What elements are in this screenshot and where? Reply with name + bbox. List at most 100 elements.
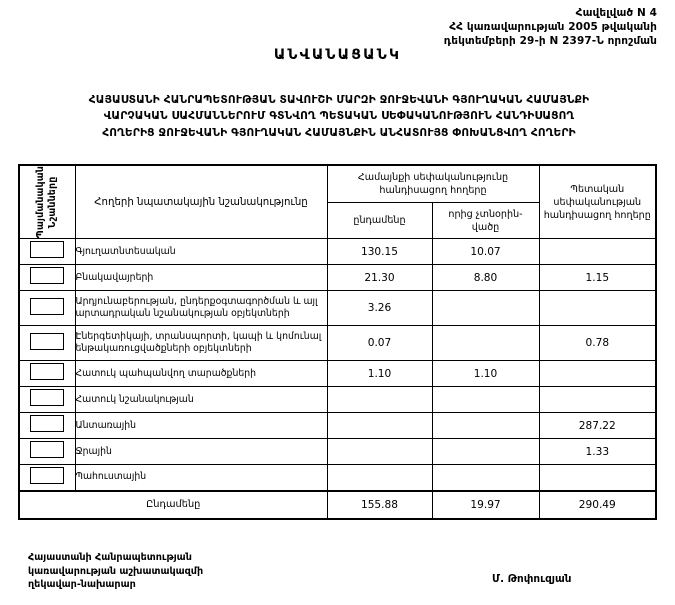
land-allocation-table-wrap: Պայմանական Նշանները Հողերի նպատակային նշ… (18, 163, 658, 520)
row-legend-cell (18, 386, 76, 414)
table-row: Էներգետիկայի, տրանսպորտի, կապի և կոմունա… (18, 325, 658, 362)
table-header-row-1: Պայմանական Նշանները Հողերի նպատակային նշ… (18, 163, 658, 240)
column-header-community-total: ընդամենը (326, 201, 433, 240)
row-community-unassigned (431, 464, 540, 492)
row-land-purpose: Էներգետիկայի, տրանսպորտի, կապի և կոմունա… (74, 325, 328, 362)
page-title: ԱՆՎԱՆԱՑԱՆԿ (273, 47, 402, 63)
row-community-total (326, 464, 433, 492)
row-land-purpose: Ջրային (74, 438, 328, 466)
table-head: Պայմանական Նշանները Հողերի նպատակային նշ… (18, 163, 658, 240)
signature-line-3: ղեկավար-նախարար (28, 579, 136, 591)
row-land-purpose: Անտառային (74, 412, 328, 440)
row-state-land: 1.33 (538, 438, 658, 466)
row-land-purpose: Հատուկ նշանակության (74, 386, 328, 414)
row-legend-cell (18, 325, 76, 362)
row-state-land (538, 290, 658, 327)
legend-swatch-box (30, 467, 65, 485)
legend-swatch-box (30, 297, 65, 315)
row-community-total: 130.15 (326, 238, 433, 266)
legend-swatch-box (30, 389, 65, 407)
subtitle-line-1: ՀԱՅԱՍՏԱՆԻ ՀԱՆՐԱՊԵՏՈՒԹՅԱՆ ՏԱՎՈՒՇԻ ՄԱՐԶԻ Ջ… (88, 94, 590, 106)
total-row-label: Ընդամենը (18, 489, 328, 520)
signature-line-2: կառավարության աշխատակազմի (28, 565, 204, 577)
row-community-total (326, 386, 433, 414)
row-community-unassigned (431, 438, 540, 466)
legend-swatch-box (30, 363, 65, 381)
decree-number-line: դեկտեմբերի 29-ի N 2397-Ն որոշման (443, 35, 657, 47)
row-land-purpose: Հատուկ պահպանվող տարածքների (74, 360, 328, 388)
table-row: Անտառային 287.22 (18, 412, 658, 440)
row-state-land (538, 238, 658, 266)
legend-swatch-box (30, 441, 65, 459)
annex-number: Հավելված N 4 (575, 7, 657, 19)
column-header-legend-label: Պայմանական Նշանները (35, 166, 59, 239)
column-header-legend: Պայմանական Նշանները (18, 164, 76, 240)
table-row: Հատուկ նշանակության (18, 386, 658, 414)
row-community-total: 0.07 (326, 325, 433, 362)
row-community-unassigned (431, 325, 540, 362)
total-community-total: 155.88 (326, 489, 433, 520)
row-community-unassigned: 10.07 (431, 238, 540, 266)
total-community-unassigned: 19.97 (431, 489, 540, 520)
row-state-land: 0.78 (538, 325, 658, 362)
row-legend-cell (18, 264, 76, 292)
table-row: Գյուղատնտեսական 130.15 10.07 (18, 238, 658, 266)
row-community-total: 1.10 (326, 360, 433, 388)
column-header-land-purpose: Հողերի նպատակային նշանակությունը (74, 164, 328, 240)
row-community-total (326, 412, 433, 440)
column-header-community-total-label: ընդամենը (353, 215, 406, 227)
legend-swatch-box (30, 267, 65, 285)
row-state-land (538, 360, 658, 388)
signer-name: Մ. Թոփուզյան (492, 573, 572, 585)
row-community-total: 21.30 (326, 264, 433, 292)
row-state-land: 1.15 (538, 264, 658, 292)
land-allocation-table: Պայմանական Նշանները Հողերի նպատակային նշ… (18, 163, 658, 520)
row-community-unassigned: 1.10 (431, 360, 540, 388)
column-header-land-purpose-label: Հողերի նպատակային նշանակությունը (94, 196, 308, 208)
row-community-unassigned (431, 412, 540, 440)
row-state-land (538, 386, 658, 414)
row-legend-cell (18, 238, 76, 266)
row-community-total: 3.26 (326, 290, 433, 327)
table-body: Գյուղատնտեսական 130.15 10.07 Բնակավայրերի 21… (18, 238, 658, 520)
subtitle-line-3: ՀՈՂԵՐԻՑ ՋՈՒՋԵՎԱՆԻ ԳՅՈՒՂԱԿԱՆ ՀԱՄԱՅՆՔԻՆ ԱՆ… (102, 126, 576, 139)
annex-reference-block: Հավելված N 4 ՀՀ կառավարության 2005 թվակա… (444, 6, 657, 48)
total-state-land: 290.49 (538, 489, 658, 520)
legend-swatch-box (30, 332, 65, 350)
table-row: Պահուստային (18, 464, 658, 492)
signature-line-1: Հայաստանի Հանրապետության (28, 552, 192, 563)
row-legend-cell (18, 412, 76, 440)
table-header-row-2: ընդամենը որից չտնօրին- վածը (19, 201, 656, 240)
legend-swatch-box (30, 241, 65, 259)
column-header-community-unassigned: որից չտնօրին- վածը (431, 201, 540, 240)
table-row: Ջրային 1.33 (18, 438, 658, 466)
row-legend-cell (18, 360, 76, 388)
row-community-unassigned (431, 386, 540, 414)
row-land-purpose: Գյուղատնտեսական (74, 238, 328, 266)
row-community-unassigned: 8.80 (431, 264, 540, 292)
row-legend-cell (18, 290, 76, 327)
row-community-unassigned (431, 290, 540, 327)
column-header-state-land: Պետական սեփականության հանդիսացող հողերը (538, 164, 658, 240)
legend-swatch-box (30, 415, 65, 433)
table-row: Բնակավայրերի 21.30 8.80 1.15 (18, 264, 658, 292)
row-state-land: 287.22 (538, 412, 658, 440)
column-header-community-group: Համայնքի սեփականությունը հանդիսացող հողե… (326, 163, 540, 203)
row-legend-cell (18, 438, 76, 466)
document-subtitle: ՀԱՅԱՍՏԱՆԻ ՀԱՆՐԱՊԵՏՈՒԹՅԱՆ ՏԱՎՈՒՇԻ ՄԱՐԶԻ Ջ… (22, 92, 656, 141)
column-header-state-land-label: Պետական սեփականության հանդիսացող հողերը (543, 183, 651, 221)
table-row: Արդյունաբերության, ընդերքօգտագործման և ա… (18, 290, 658, 327)
row-land-purpose: Արդյունաբերության, ընդերքօգտագործման և ա… (74, 290, 328, 327)
subtitle-line-2: ՎԱՐՉԱԿԱՆ ՍԱՀՄԱՆՆԵՐՈՒՄ ԳՏՆՎՈՂ ՊԵՏԱԿԱՆ ՍԵՓ… (103, 110, 575, 123)
row-land-purpose: Բնակավայրերի (74, 264, 328, 292)
table-total-row: Ընդամենը 155.88 19.97 290.49 (18, 489, 658, 520)
column-header-community-unassigned-label: որից չտնօրին- վածը (448, 208, 523, 233)
column-header-community-group-label: Համայնքի սեփականությունը հանդիսացող հողե… (357, 171, 509, 196)
row-state-land (538, 464, 658, 492)
decree-year-line: ՀՀ կառավարության 2005 թվականի (449, 21, 657, 33)
signature-block: Հայաստանի Հանրապետության կառավարության ա… (28, 551, 203, 592)
table-row: Հատուկ պահպանվող տարածքների 1.10 1.10 (18, 360, 658, 388)
row-land-purpose: Պահուստային (74, 464, 328, 492)
row-community-total (326, 438, 433, 466)
row-legend-cell (18, 464, 76, 492)
